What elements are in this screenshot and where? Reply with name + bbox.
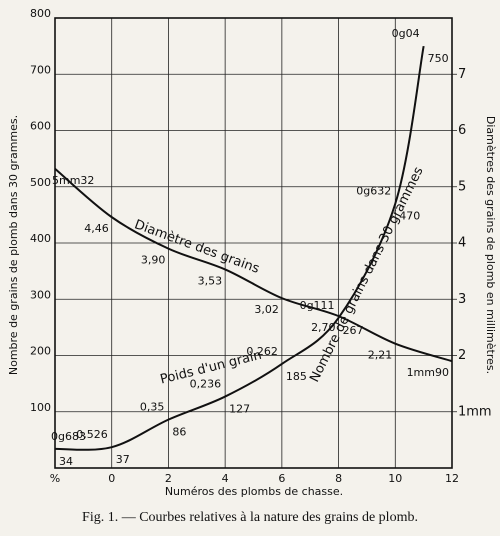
- data-label: 86: [172, 426, 186, 439]
- x-tick-label: 8: [335, 472, 342, 485]
- y-tick-label: 400: [30, 232, 51, 245]
- series-name: Diamètre des grains: [132, 217, 261, 277]
- data-label: 5mm32: [52, 174, 94, 187]
- data-label: 3,02: [254, 303, 279, 316]
- data-label: 1mm90: [407, 366, 449, 379]
- y2-tick-label: 2: [458, 348, 466, 363]
- y2-tick-label: 3: [458, 292, 466, 307]
- x-tick-label: 0: [108, 472, 115, 485]
- weight-label: 0,236: [190, 378, 222, 391]
- x-axis-title: Numéros des plombs de chasse.: [165, 485, 343, 498]
- y-tick-label: 700: [30, 63, 51, 76]
- y2-tick-label: 4: [458, 236, 466, 251]
- y-tick-label: 100: [30, 401, 51, 414]
- plot-frame: [54, 17, 453, 469]
- y2-tick-label: 1mm: [458, 404, 492, 419]
- data-label: 750: [428, 52, 449, 65]
- y2-tick-label: 5: [458, 179, 466, 194]
- weight-label: 0,262: [246, 345, 278, 358]
- series-line: [54, 167, 453, 363]
- y-tick-label: 200: [30, 345, 51, 358]
- x-tick-label: 4: [222, 472, 229, 485]
- data-label: 34: [59, 455, 73, 468]
- x-tick-label: %: [50, 472, 60, 485]
- data-label: 185: [286, 370, 307, 383]
- x-tick-label: 6: [278, 472, 285, 485]
- x-tick-label: 10: [388, 472, 402, 485]
- y-axis-title: Nombre de grains de plomb dans 30 gramme…: [7, 115, 20, 375]
- y2-axis-title: Diamètres des grains de plomb en millimè…: [484, 116, 497, 374]
- data-label: 3,90: [141, 254, 166, 267]
- weight-label: 0,526: [76, 428, 108, 441]
- weight-label: 0g632: [356, 185, 391, 198]
- x-tick-label: 2: [165, 472, 172, 485]
- weight-label: 0g683: [51, 430, 86, 443]
- x-tick-label: 12: [445, 472, 459, 485]
- data-label: 3,53: [198, 274, 223, 287]
- data-label: 2,70: [311, 321, 336, 334]
- y2-tick-label: 7: [458, 67, 466, 82]
- data-label: 2,21: [368, 349, 393, 362]
- caption: Fig. 1. — Courbes relatives à la nature …: [82, 510, 418, 525]
- weight-label: 0g111: [300, 299, 335, 312]
- series-line: [54, 45, 425, 451]
- y-tick-label: 300: [30, 288, 51, 301]
- y-tick-label: 800: [30, 7, 51, 20]
- y-tick-label: 600: [30, 120, 51, 133]
- weight-label: 0,35: [140, 401, 165, 414]
- data-label: 37: [116, 453, 130, 466]
- data-label: 267: [343, 324, 364, 337]
- y2-tick-label: 6: [458, 123, 466, 138]
- weight-label: 0g04: [392, 27, 420, 40]
- data-label: 4,46: [84, 222, 109, 235]
- y-tick-label: 500: [30, 176, 51, 189]
- data-label: 470: [399, 210, 420, 223]
- data-label: 127: [229, 403, 250, 416]
